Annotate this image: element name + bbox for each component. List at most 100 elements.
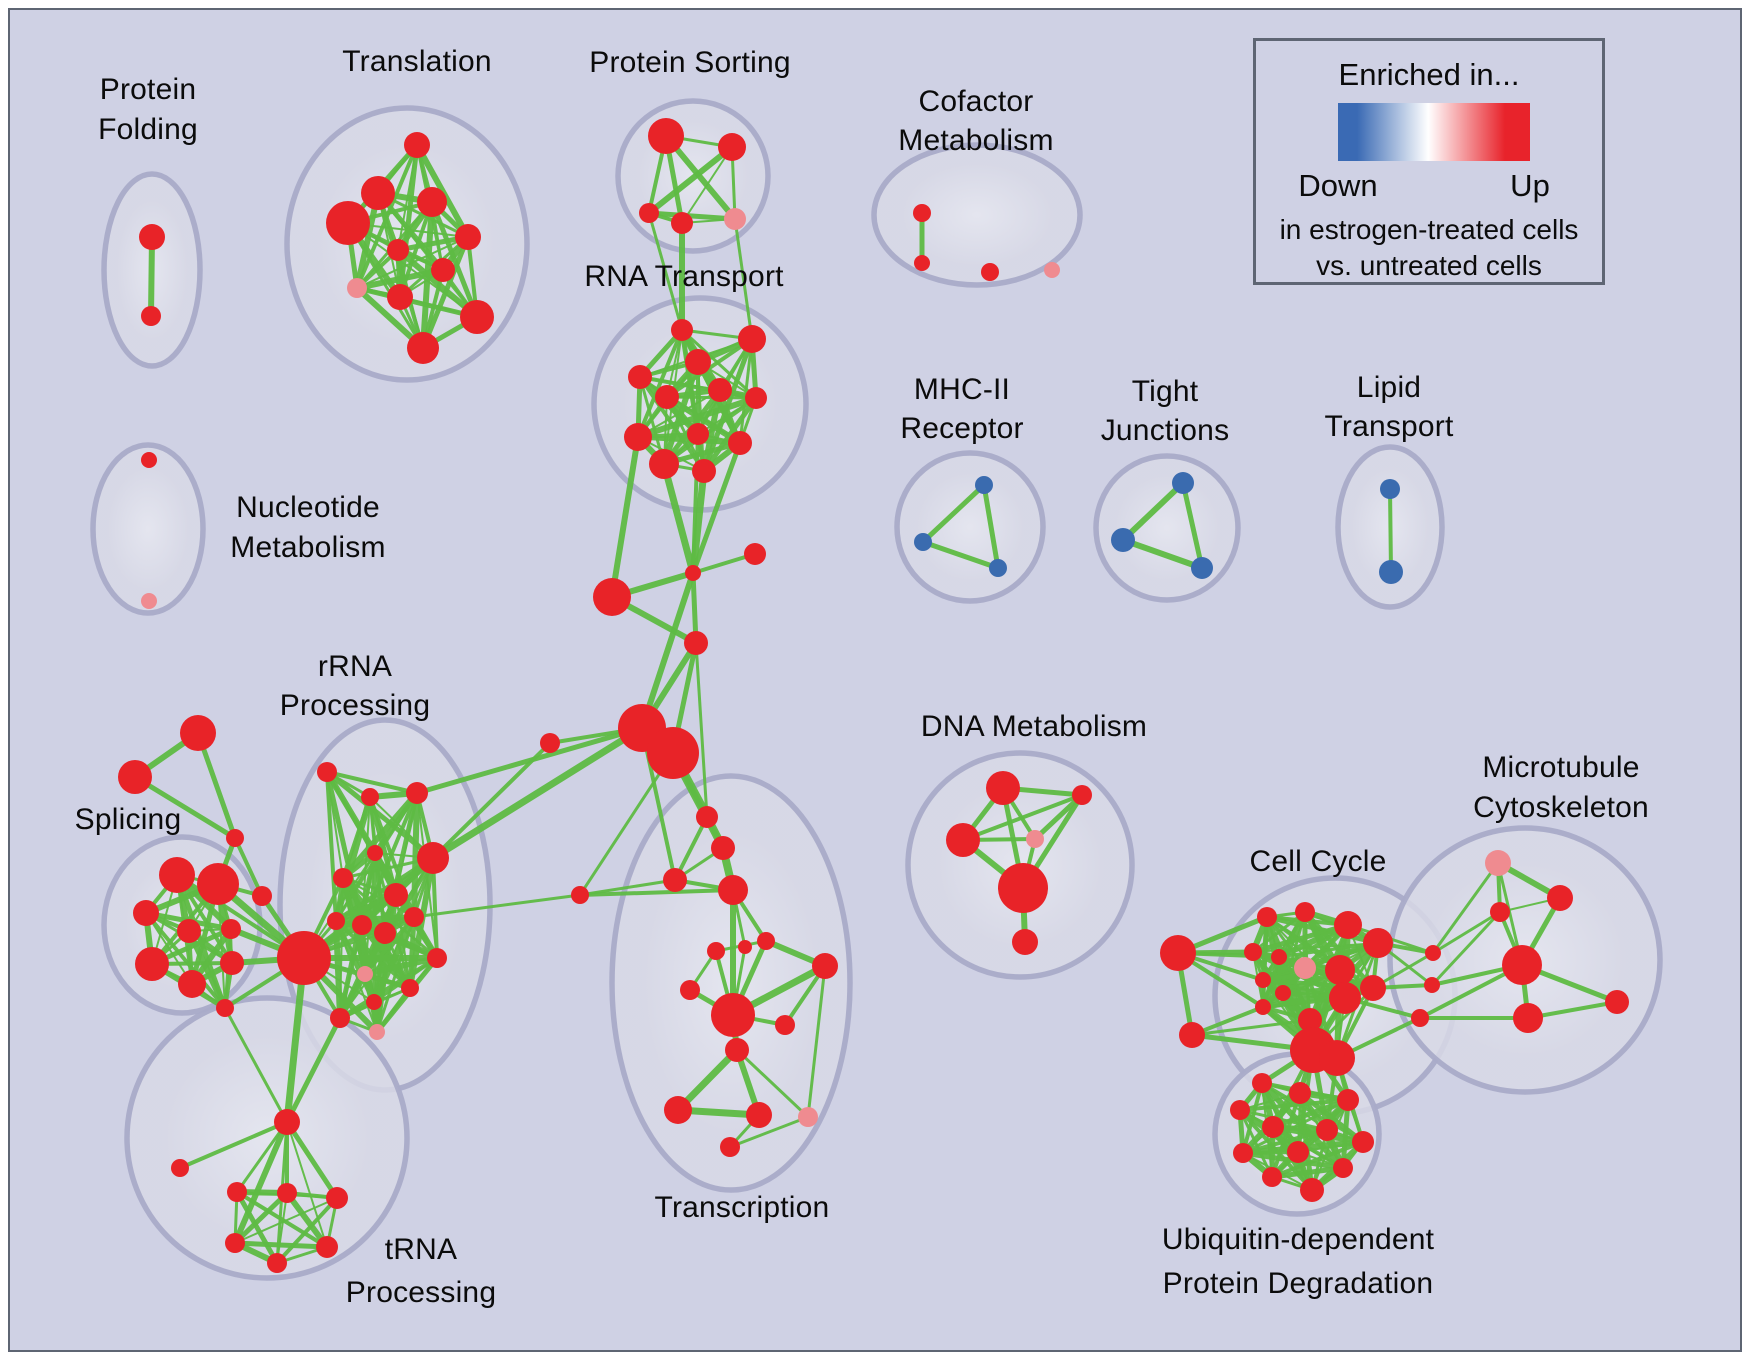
node-s5[interactable] [221,919,241,939]
node-tr2[interactable] [711,836,735,860]
node-u8[interactable] [1233,1143,1253,1163]
node-tr16[interactable] [798,1107,818,1127]
node-d2[interactable] [1072,785,1092,805]
node-x3[interactable] [226,829,244,847]
node-b2[interactable] [1424,977,1440,993]
node-cf2[interactable] [914,255,930,271]
node-m1[interactable] [1485,850,1511,876]
node-r7[interactable] [745,387,767,409]
node-u11[interactable] [1262,1167,1282,1187]
node-tr7[interactable] [757,932,775,950]
node-k0[interactable] [274,1109,300,1135]
node-tr17[interactable] [720,1137,740,1157]
node-tr12[interactable] [775,1015,795,1035]
node-q3[interactable] [406,782,428,804]
node-t9[interactable] [387,284,413,310]
node-r5[interactable] [708,378,732,402]
node-u5[interactable] [1262,1116,1284,1138]
node-tr15[interactable] [746,1102,772,1128]
node-sl[interactable] [1179,1022,1205,1048]
node-k4[interactable] [225,1233,245,1253]
node-tj2[interactable] [1111,528,1135,552]
node-ps2[interactable] [718,133,746,161]
node-b1[interactable] [1425,945,1441,961]
node-d1[interactable] [986,771,1020,805]
node-r1[interactable] [671,319,693,341]
node-q14[interactable] [401,979,419,997]
node-l1[interactable] [540,733,560,753]
node-r4[interactable] [628,365,652,389]
node-tr11[interactable] [725,1038,749,1062]
node-r12[interactable] [692,459,716,483]
node-q5[interactable] [367,845,383,861]
node-t7[interactable] [431,258,455,282]
node-t1[interactable] [404,132,430,158]
node-k5[interactable] [316,1236,338,1258]
node-mh1[interactable] [975,476,993,494]
node-q15[interactable] [366,994,382,1010]
node-r2[interactable] [738,325,766,353]
node-s9[interactable] [216,999,234,1017]
node-c10[interactable] [1275,985,1291,1001]
node-c13[interactable] [1255,999,1271,1015]
node-h2[interactable] [647,727,699,779]
node-s8[interactable] [220,951,244,975]
node-ps3[interactable] [639,203,659,223]
node-t8[interactable] [347,278,367,298]
node-u12[interactable] [1300,1178,1324,1202]
node-q2[interactable] [361,788,379,806]
node-c14[interactable] [1298,1008,1322,1032]
node-m6[interactable] [1605,990,1629,1014]
node-l2[interactable] [571,886,589,904]
node-n1[interactable] [141,452,157,468]
node-q4[interactable] [417,842,449,874]
node-u6[interactable] [1316,1119,1338,1141]
node-cf4[interactable] [1044,262,1060,278]
node-q6[interactable] [333,868,353,888]
node-s3[interactable] [133,900,159,926]
node-q13[interactable] [357,966,373,982]
node-c3[interactable] [1334,911,1362,939]
node-c9[interactable] [1255,972,1271,988]
node-kl[interactable] [171,1159,189,1177]
node-tj1[interactable] [1172,472,1194,494]
node-q8[interactable] [327,912,345,930]
node-q1[interactable] [317,762,337,782]
node-t10[interactable] [460,300,494,334]
node-cf3[interactable] [981,263,999,281]
node-lp1[interactable] [1380,479,1400,499]
node-tr9[interactable] [680,980,700,1000]
node-u1[interactable] [1252,1073,1272,1093]
node-q9[interactable] [352,915,372,935]
node-q16[interactable] [330,1008,350,1028]
node-mh3[interactable] [989,559,1007,577]
node-s7[interactable] [178,970,206,998]
node-pf1[interactable] [139,224,165,250]
node-mh2[interactable] [914,533,932,551]
node-c11[interactable] [1329,982,1361,1014]
node-c2[interactable] [1295,902,1315,922]
node-j4[interactable] [684,631,708,655]
node-tr3[interactable] [663,868,687,892]
node-d3[interactable] [946,823,980,857]
node-tr8[interactable] [812,953,838,979]
node-r9[interactable] [687,423,709,445]
node-r11[interactable] [649,449,679,479]
node-q17[interactable] [369,1024,385,1040]
node-k2[interactable] [277,1183,297,1203]
node-tr1[interactable] [696,806,718,828]
node-r3[interactable] [685,349,711,375]
node-hub[interactable] [277,931,331,985]
node-t2[interactable] [361,176,395,210]
node-tj3[interactable] [1191,557,1213,579]
node-x1[interactable] [180,715,216,751]
node-t4[interactable] [326,201,370,245]
node-j1[interactable] [685,565,701,581]
node-cf1[interactable] [913,204,931,222]
node-u10[interactable] [1333,1158,1353,1178]
node-c8[interactable] [1325,955,1355,985]
node-bl[interactable] [1160,935,1196,971]
node-r8[interactable] [624,423,652,451]
node-tr6[interactable] [738,940,752,954]
node-c16[interactable] [1319,1040,1355,1076]
